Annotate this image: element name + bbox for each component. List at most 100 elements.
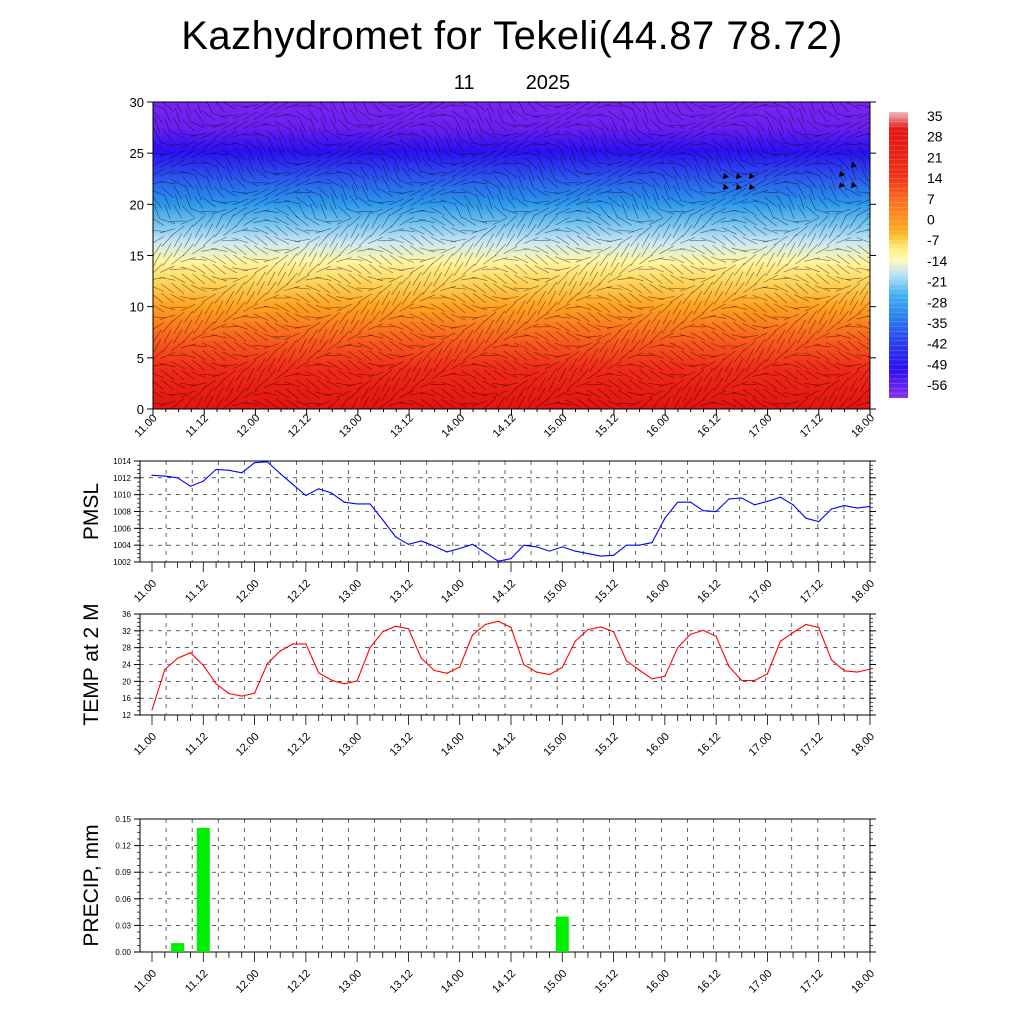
wind-barb: [608, 388, 622, 400]
wind-barb: [599, 339, 610, 353]
wind-barb: [492, 343, 509, 349]
wind-barb: [336, 141, 352, 148]
wind-barb: [835, 152, 852, 156]
wind-barb: [367, 371, 384, 378]
wind-barb: [263, 391, 280, 397]
wind-barb: [275, 340, 289, 352]
wind-barb: [658, 371, 675, 378]
wind-barb: [549, 155, 556, 172]
wind-barb: [182, 205, 195, 218]
wind-barb: [585, 335, 602, 338]
pmsl-ylabel: PMSL: [80, 483, 103, 540]
wind-barb: [764, 196, 778, 208]
wind-barb: [421, 157, 433, 170]
wind-barb: [856, 323, 870, 330]
wind-barb: [410, 378, 424, 390]
wind-barb: [464, 243, 474, 257]
wind-barb: [225, 300, 235, 315]
wind-barb: [745, 348, 754, 363]
wind-barb: [598, 148, 611, 160]
wind-barb: [797, 204, 807, 219]
wind-barb: [693, 290, 702, 306]
wind-barb: [454, 252, 463, 267]
wind-barb: [787, 329, 796, 344]
wind-barb: [745, 262, 754, 277]
wind-barb: [774, 322, 788, 332]
wind-barb: [710, 134, 727, 136]
wind-barb: [731, 256, 748, 263]
wind-barb: [284, 381, 300, 388]
wind-barb: [545, 341, 559, 351]
wind-barb: [732, 321, 746, 332]
wind-barb: [866, 356, 870, 358]
wind-barb: [275, 254, 289, 265]
wind-barb: [357, 342, 373, 350]
temp-point: [561, 666, 563, 669]
pmsl-ytick-label: 1008: [113, 508, 131, 517]
wind-barb: [743, 340, 757, 352]
wind-barb: [242, 190, 259, 195]
wind-barb: [401, 377, 412, 392]
wind-barb: [223, 340, 237, 352]
wind-barb: [338, 205, 351, 218]
heatmap-xtick-label: 16.00: [644, 412, 672, 440]
wind-barb: [440, 162, 457, 165]
colorbar-label: 7: [927, 191, 935, 207]
wind-barb: [679, 237, 695, 244]
wind-barb: [797, 118, 807, 133]
wind-barb: [330, 107, 337, 124]
wind-barb: [382, 165, 389, 181]
wind-barb: [783, 400, 799, 407]
wind-barb: [576, 312, 590, 323]
wind-barb: [835, 363, 852, 368]
wind-barb: [284, 199, 301, 205]
wind-barb: [835, 323, 852, 330]
wind-barb: [816, 215, 829, 228]
wind-barb: [153, 294, 164, 304]
wind-barb: [682, 224, 693, 238]
wind-barb: [575, 123, 592, 127]
pmsl-ytick-label: 1010: [113, 491, 131, 500]
wind-barb: [711, 217, 726, 226]
wind-barb: [419, 247, 436, 253]
wind-barb: [576, 235, 590, 246]
pmsl-point: [497, 560, 499, 562]
wind-barb: [211, 141, 227, 148]
temp-point: [510, 626, 512, 629]
wind-barb: [153, 236, 165, 244]
wind-barb: [275, 369, 289, 380]
wind-barb: [546, 147, 558, 161]
wind-barb: [264, 312, 279, 323]
wind-barb: [710, 315, 727, 319]
wind-barb: [641, 118, 651, 133]
wind-barb: [483, 341, 497, 351]
wind-barb: [326, 380, 342, 389]
wind-barb: [358, 293, 372, 303]
wind-barb: [440, 113, 457, 118]
wind-barb: [866, 134, 870, 135]
pmsl-point: [677, 501, 679, 503]
wind-barb: [680, 350, 694, 361]
heatmap-ytick-label: 5: [137, 351, 144, 366]
wind-barb: [336, 303, 352, 312]
wind-barb: [170, 293, 186, 303]
wind-barb: [306, 139, 320, 150]
wind-barb: [476, 204, 483, 220]
wind-barb: [849, 214, 859, 229]
wind-barb: [221, 364, 238, 367]
wind-barb: [648, 266, 664, 273]
wind-barb: [163, 108, 171, 124]
wind-barb: [337, 283, 351, 294]
wind-barb: [793, 220, 810, 223]
wind-barb: [682, 310, 693, 324]
wind-barb: [741, 201, 758, 203]
wind-barb: [798, 107, 805, 124]
pmsl-xtick-label: 12.00: [234, 578, 262, 606]
wind-barb: [639, 254, 653, 265]
colorbar-label: -14: [927, 253, 947, 269]
wind-barb: [679, 334, 696, 339]
wind-barb: [774, 292, 788, 304]
wind-barb: [783, 142, 800, 147]
wind-barb: [516, 223, 526, 238]
pmsl-point: [664, 517, 666, 519]
